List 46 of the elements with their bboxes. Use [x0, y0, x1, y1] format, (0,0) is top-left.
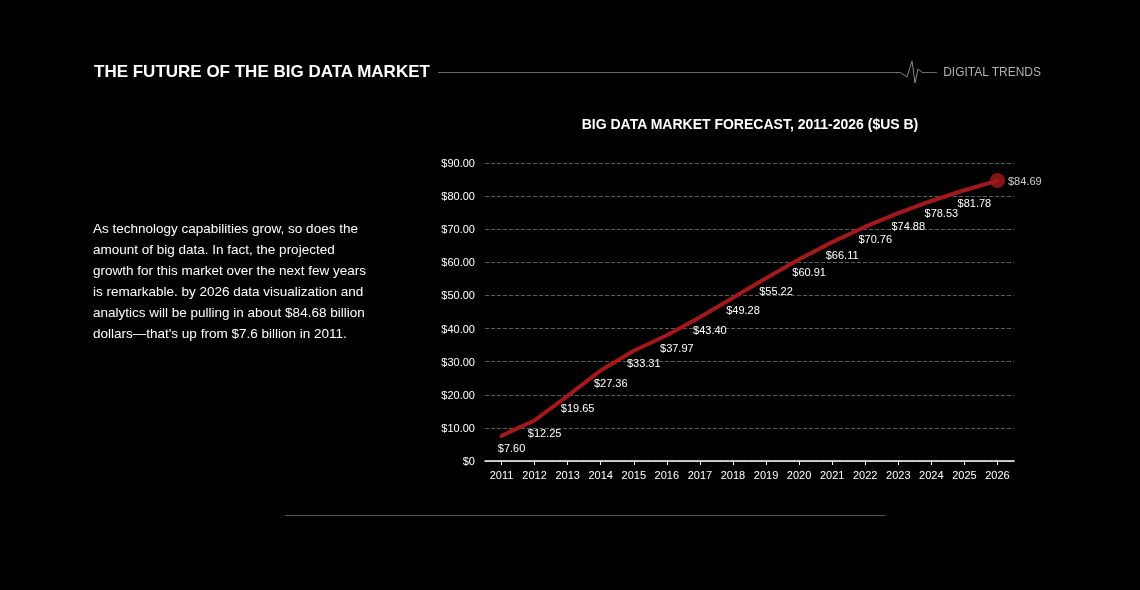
data-label: $43.40 [693, 323, 727, 336]
data-label: $27.36 [593, 376, 628, 389]
y-tick-label: $40.00 [441, 322, 475, 335]
x-tick-label: 2021 [819, 468, 845, 481]
y-tick-label: $50.00 [441, 289, 475, 302]
data-label: $37.97 [660, 341, 694, 354]
x-tick-label: 2015 [621, 468, 647, 481]
x-tick-label: 2011 [489, 468, 514, 481]
text: DIGITAL TRENDS [943, 65, 1041, 79]
x-tick-label: 2014 [588, 468, 613, 481]
x-tick-label: 2012 [522, 468, 547, 481]
text: As technology capabilities grow, so does the amount of big data. In fact, the projected growth for this market over the next few years is remarkable. by 2026 data visualization and analytics will be pulling in about $84.68 billion dollars—that's up from $7.6 billion in 2011. [93, 220, 368, 343]
x-tick-label: 2019 [753, 468, 779, 481]
x-tick-label: 2024 [919, 468, 944, 481]
data-label: $60.91 [792, 265, 826, 278]
y-tick-label: $80.00 [441, 190, 475, 203]
x-tick-label: 2017 [687, 468, 713, 481]
data-label: $84.69 [1007, 174, 1042, 187]
y-tick-label: $90.00 [441, 157, 475, 169]
x-tick-label: 2025 [952, 468, 977, 481]
data-label: $19.65 [560, 402, 595, 415]
x-tick-label: 2023 [886, 468, 911, 481]
x-tick-label: 2026 [985, 468, 1010, 481]
data-label: $78.53 [924, 207, 959, 220]
y-tick-label: $20.00 [441, 388, 475, 401]
y-tick-label: $70.00 [441, 223, 475, 236]
data-label: $12.25 [527, 426, 562, 439]
data-label: $74.88 [891, 219, 926, 232]
y-tick-label: $60.00 [441, 256, 475, 269]
data-label: $81.78 [957, 196, 992, 209]
data-label: $49.28 [726, 304, 760, 317]
data-label: $66.11 [825, 248, 859, 261]
data-label: $70.76 [858, 233, 893, 246]
y-tick-label: $30.00 [441, 355, 475, 368]
x-tick-label: 2020 [786, 468, 812, 481]
chart-title: BIG DATA MARKET FORECAST, 2011-2026 ($US B) [581, 116, 919, 132]
data-label: $55.22 [759, 284, 793, 297]
text: THE FUTURE OF THE BIG DATA MARKET [94, 62, 430, 82]
x-tick-label: 2018 [720, 468, 746, 481]
y-tick-label: $10.00 [441, 421, 475, 434]
x-tick-label: 2013 [555, 468, 580, 481]
x-tick-label: 2016 [654, 468, 680, 481]
x-tick-label: 2022 [852, 468, 878, 481]
data-label: $7.60 [497, 442, 526, 455]
y-tick-label: $0 [462, 455, 475, 467]
data-label: $33.31 [626, 357, 661, 370]
